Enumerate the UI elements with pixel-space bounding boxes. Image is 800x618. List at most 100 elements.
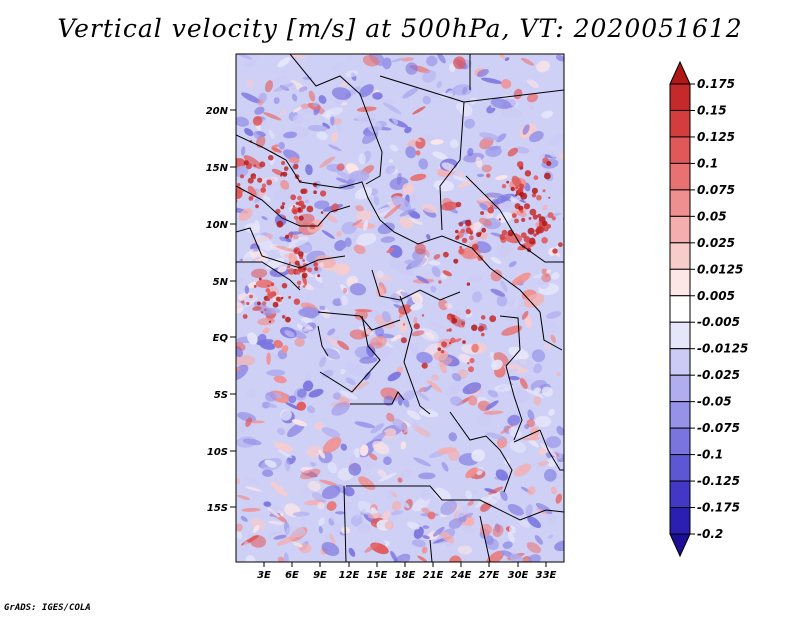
velocity-cell <box>506 180 510 184</box>
velocity-cell <box>265 258 285 269</box>
velocity-cell <box>490 256 502 265</box>
velocity-cell <box>468 366 474 373</box>
velocity-cell <box>551 272 560 280</box>
velocity-cell <box>337 122 343 132</box>
velocity-cell <box>385 165 396 175</box>
lat-label: EQ <box>213 333 229 344</box>
colorbar: 0.175 0.15 0.125 0.1 0.075 0.05 0.025 0.0125 0.0… <box>669 60 748 558</box>
velocity-cell <box>500 490 508 501</box>
velocity-cell <box>257 99 264 106</box>
velocity-cell <box>416 351 433 364</box>
lon-label: 30E <box>508 570 529 581</box>
velocity-cell <box>529 208 537 216</box>
velocity-cell <box>264 459 277 468</box>
chart-title: Vertical velocity [m/s] at 500hPa, VT: 2… <box>57 14 743 43</box>
velocity-cell <box>521 217 526 222</box>
velocity-cell <box>327 328 336 336</box>
velocity-cell <box>465 490 473 500</box>
velocity-cell <box>273 534 287 540</box>
velocity-cell <box>411 420 419 429</box>
velocity-cell <box>357 522 370 534</box>
velocity-cell <box>378 472 397 482</box>
velocity-cell <box>356 210 372 221</box>
velocity-cell <box>298 215 304 221</box>
velocity-cell <box>533 175 539 181</box>
velocity-cell <box>333 522 341 534</box>
colorbar-label: -0.0125 <box>697 342 748 356</box>
velocity-cell <box>454 309 461 317</box>
velocity-cell <box>480 523 492 536</box>
velocity-cell <box>313 262 319 267</box>
velocity-cell <box>236 54 253 60</box>
velocity-cell <box>513 88 523 100</box>
velocity-cell <box>302 326 312 332</box>
velocity-cell <box>402 390 416 401</box>
velocity-cell <box>331 87 352 100</box>
velocity-cell <box>438 299 449 311</box>
velocity-cell <box>271 144 279 149</box>
velocity-cell <box>399 217 414 229</box>
velocity-cell <box>421 314 425 317</box>
velocity-cell <box>441 341 447 348</box>
velocity-cell <box>533 395 542 406</box>
velocity-cell <box>314 421 324 431</box>
velocity-cell <box>450 396 463 406</box>
velocity-cell <box>556 371 561 377</box>
velocity-cell <box>436 81 442 89</box>
velocity-cell <box>500 280 508 292</box>
velocity-cell <box>270 282 275 287</box>
velocity-cell <box>388 159 394 163</box>
velocity-cell <box>299 281 315 291</box>
velocity-cell <box>382 57 392 70</box>
velocity-cell <box>252 175 256 180</box>
velocity-cell <box>392 553 411 562</box>
velocity-cell <box>377 469 387 478</box>
velocity-cell <box>392 396 405 402</box>
velocity-cell <box>458 222 464 227</box>
velocity-cell <box>459 246 463 249</box>
velocity-cell <box>465 312 473 318</box>
lon-label: 12E <box>339 570 360 581</box>
velocity-cell <box>441 461 449 472</box>
velocity-cell <box>337 340 350 351</box>
velocity-cell <box>463 526 476 534</box>
velocity-cell <box>497 242 514 258</box>
velocity-cell <box>455 201 462 208</box>
velocity-cell <box>500 424 514 435</box>
velocity-cell <box>307 267 313 273</box>
velocity-cell <box>555 54 564 62</box>
velocity-cell <box>353 448 362 458</box>
velocity-cell <box>236 165 249 178</box>
velocity-cell <box>306 279 325 289</box>
velocity-cell <box>469 357 475 364</box>
velocity-cell <box>292 542 303 548</box>
velocity-cell <box>486 173 491 178</box>
velocity-cell <box>421 546 428 554</box>
velocity-cell <box>281 202 286 206</box>
velocity-cell <box>253 131 262 140</box>
velocity-cell <box>431 374 439 381</box>
velocity-cell <box>321 369 334 378</box>
velocity-cell <box>283 166 289 171</box>
velocity-cell <box>283 552 289 562</box>
velocity-cell <box>255 339 274 346</box>
velocity-cell <box>321 427 341 439</box>
velocity-cell <box>284 330 295 338</box>
velocity-cell <box>354 421 375 429</box>
velocity-cell <box>452 175 468 183</box>
velocity-cell <box>485 146 502 157</box>
velocity-cell <box>345 70 358 78</box>
velocity-cell <box>316 131 328 141</box>
velocity-cell <box>461 321 466 326</box>
velocity-cell <box>236 367 241 372</box>
velocity-cell <box>287 265 291 269</box>
velocity-cell <box>504 57 510 61</box>
colorbar-swatch <box>669 454 691 482</box>
colorbar-swatch <box>669 109 691 138</box>
velocity-cell <box>556 425 564 436</box>
velocity-cell <box>236 477 241 485</box>
velocity-cell <box>433 254 441 260</box>
velocity-cell <box>456 180 476 188</box>
velocity-cell <box>377 222 395 235</box>
velocity-cell <box>492 524 504 537</box>
